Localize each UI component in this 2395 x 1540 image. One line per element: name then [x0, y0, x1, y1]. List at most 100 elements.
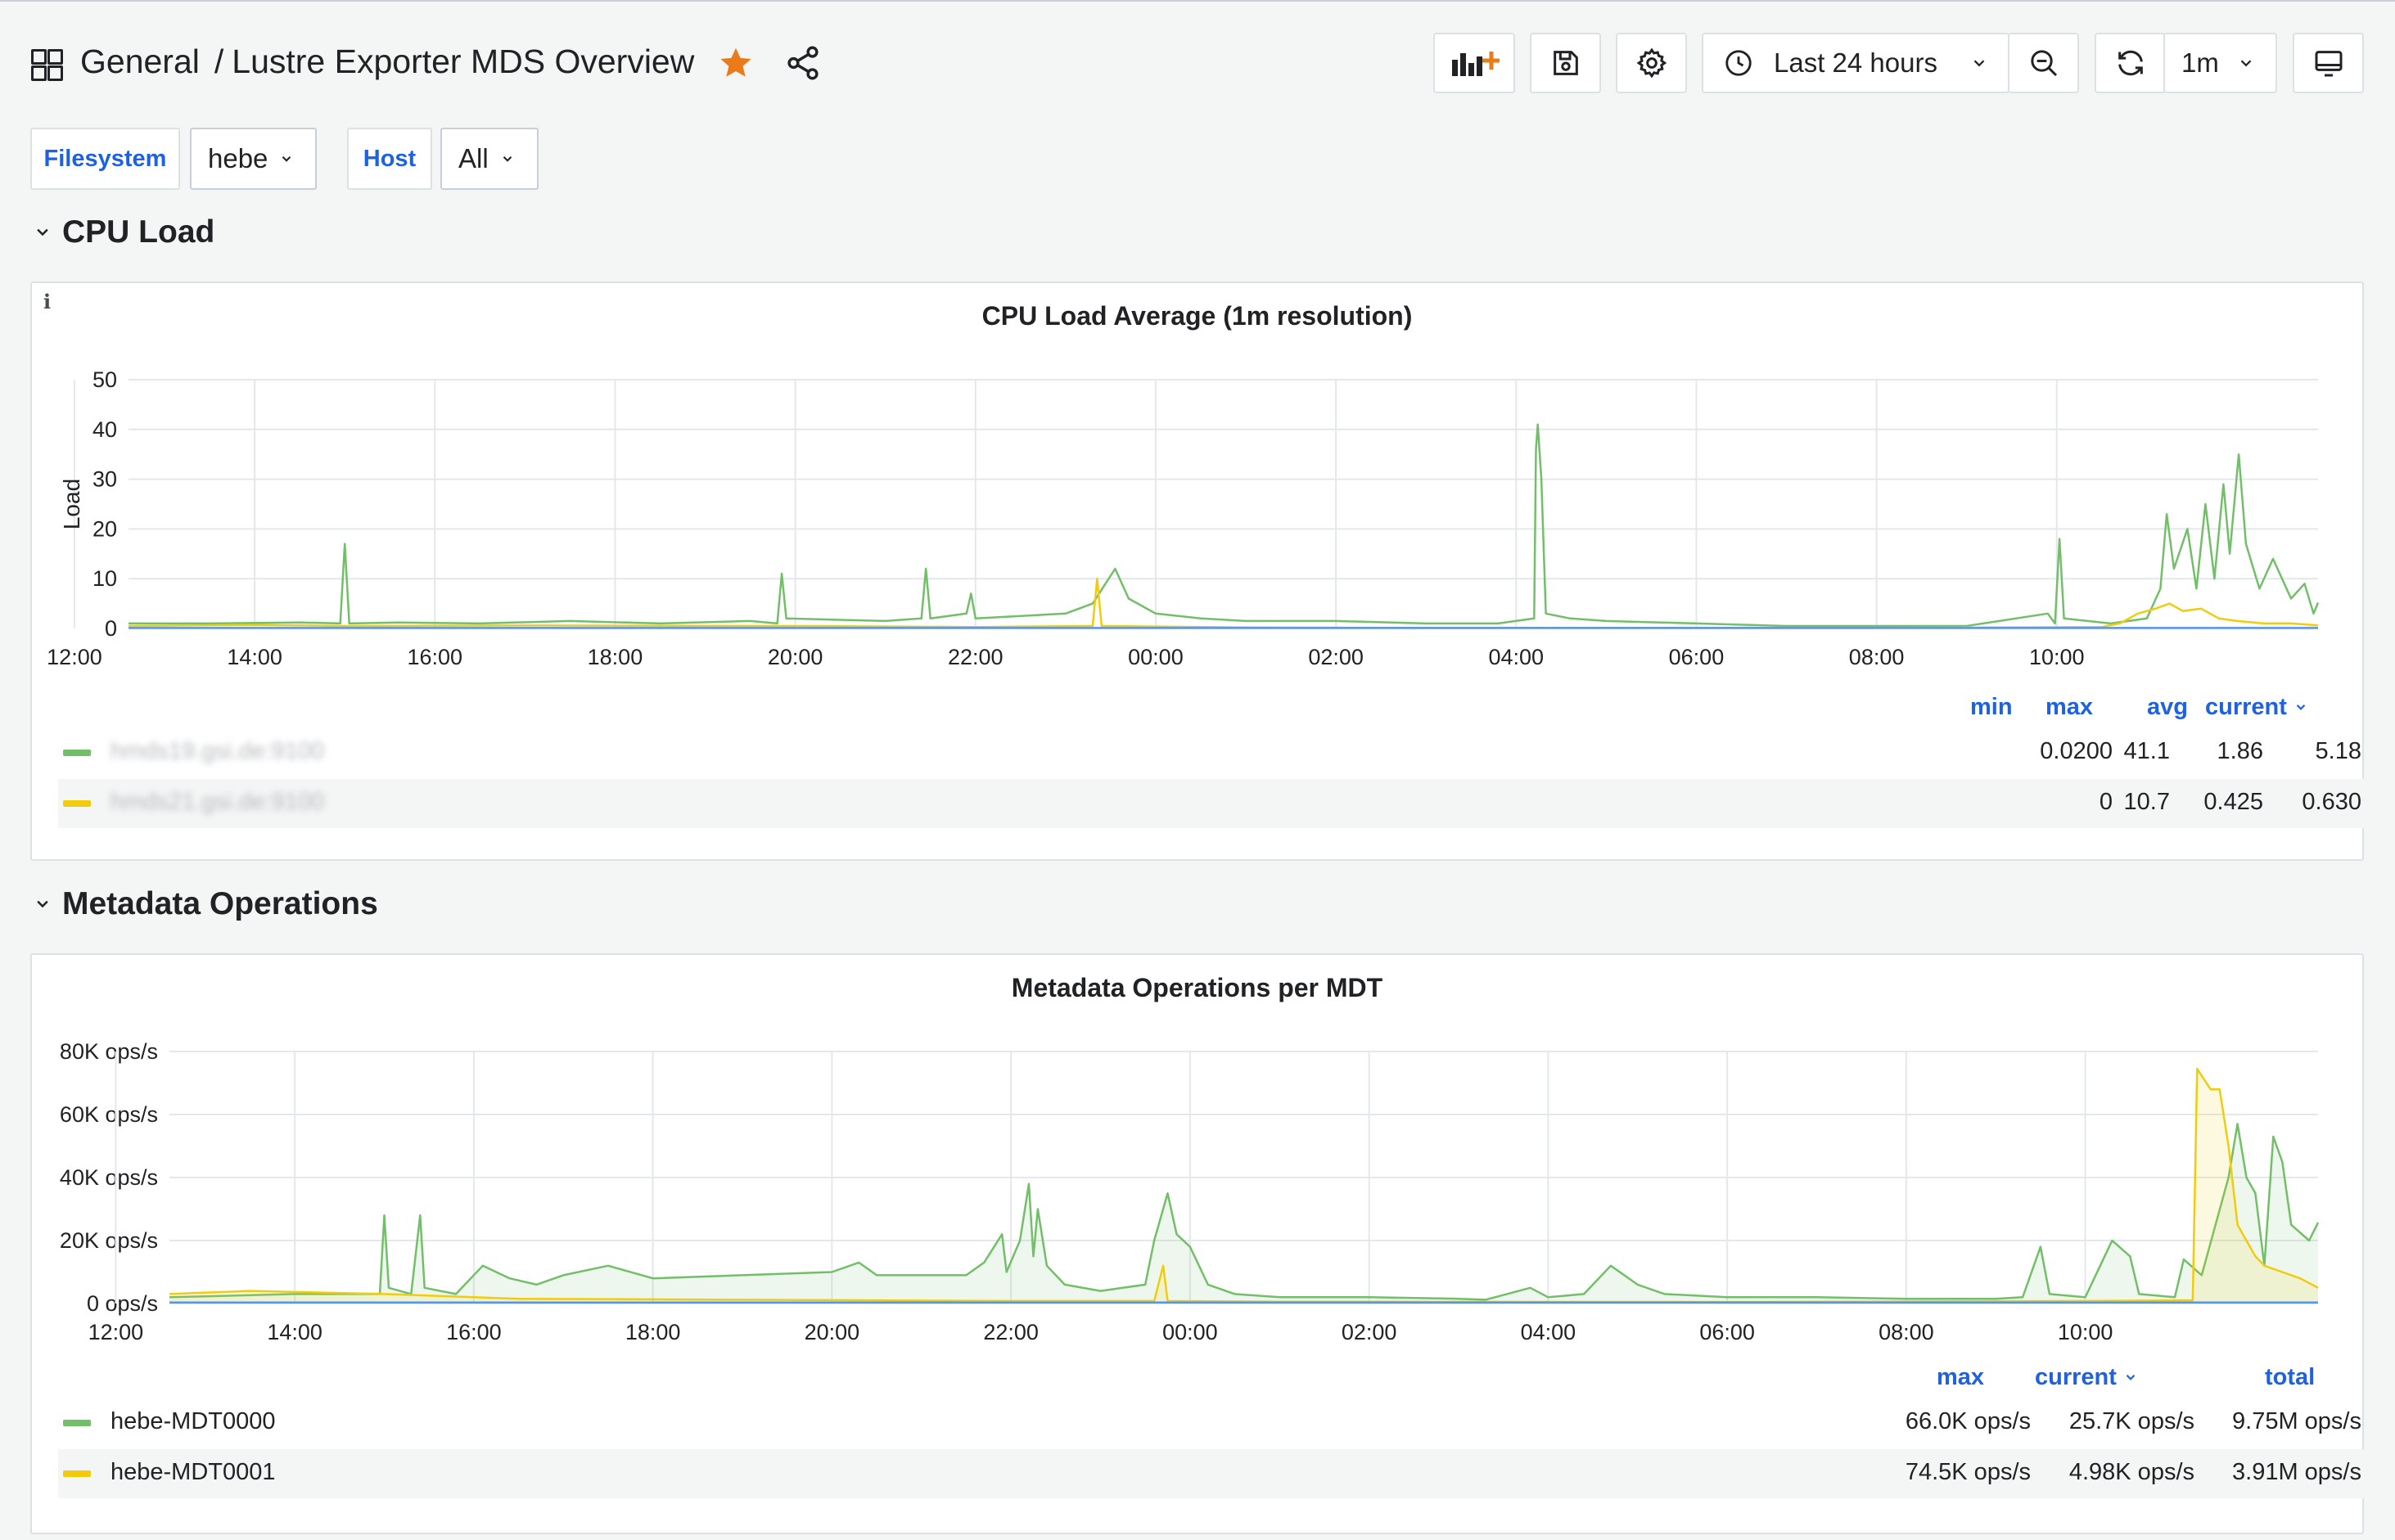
- refresh-button[interactable]: [2095, 33, 2166, 93]
- x-tick-label: 14:00: [267, 1320, 322, 1344]
- legend-series-name[interactable]: hebe-MDT0000: [111, 1408, 276, 1434]
- legend-overflow-hint: [114, 1515, 277, 1518]
- save-icon: [1553, 51, 1578, 75]
- y-tick-label: 0: [105, 616, 117, 641]
- y-tick-label: 40K ops/s: [60, 1165, 158, 1190]
- breadcrumb-folder[interactable]: General: [80, 43, 200, 80]
- cpu-load-chart[interactable]: 0 10 20 30 40 50 14:00 16:00 18:00 20:00 22:00 00:0…: [32, 283, 2362, 676]
- chevron-down-icon: [37, 900, 48, 908]
- row-header-cpu-load[interactable]: CPU Load: [34, 214, 214, 250]
- chevron-down-icon: [2240, 60, 2252, 67]
- star-icon[interactable]: [717, 44, 755, 82]
- legend-row[interactable]: hebe-MDT0000 66.0K ops/s 25.7K ops/s 9.7…: [58, 1398, 2366, 1448]
- series-line[interactable]: [169, 1123, 2320, 1301]
- series-area: [169, 1123, 2318, 1304]
- y-axis-label: Load: [59, 479, 84, 529]
- info-icon[interactable]: i: [43, 290, 52, 313]
- dashboard-title[interactable]: Lustre Exporter MDS Overview: [232, 43, 695, 80]
- legend-overflow-hint: [114, 843, 359, 846]
- legend-series-name[interactable]: hebe-MDT0001: [111, 1459, 276, 1485]
- x-tick-label: 18:00: [588, 645, 643, 669]
- legend-header-current[interactable]: current: [2205, 694, 2308, 721]
- x-tick-label: 04:00: [1521, 1320, 1576, 1344]
- save-button[interactable]: [1530, 33, 1601, 93]
- monitor-icon: [2315, 51, 2342, 77]
- refresh-interval-picker[interactable]: 1m: [2163, 33, 2277, 93]
- legend-total: 3.91M ops/s: [2232, 1459, 2361, 1485]
- add-panel-button[interactable]: [1433, 33, 1515, 93]
- variable-select-filesystem[interactable]: hebe: [190, 128, 317, 190]
- legend-header-avg[interactable]: avg: [2147, 694, 2188, 720]
- legend-header-max[interactable]: max: [2045, 694, 2094, 720]
- x-tick-label: 08:00: [1879, 1320, 1934, 1344]
- legend-current: 4.98K ops/s: [2068, 1459, 2194, 1485]
- legend-min: 0.0200: [2040, 738, 2113, 764]
- x-tick-label: 16:00: [407, 645, 462, 669]
- series-color-swatch[interactable]: [63, 1470, 91, 1477]
- series-line[interactable]: [169, 1067, 2319, 1304]
- x-tick-label: 20:00: [768, 645, 823, 669]
- legend-header-current-label: current: [2035, 1364, 2117, 1390]
- x-tick-label: 18:00: [625, 1320, 681, 1344]
- legend-min: 0: [2099, 789, 2113, 815]
- legend-total: 9.75M ops/s: [2232, 1408, 2361, 1434]
- y-tick-label: 0 ops/s: [87, 1291, 158, 1316]
- row-header-metadata-operations[interactable]: Metadata Operations: [34, 886, 378, 922]
- x-tick-label: 22:00: [948, 645, 1004, 669]
- time-range-picker[interactable]: Last 24 hours: [1702, 33, 2009, 93]
- breadcrumb-separator: /: [214, 43, 224, 80]
- add-panel-icon: [1452, 52, 1500, 76]
- series-color-swatch[interactable]: [63, 750, 91, 756]
- series-line[interactable]: [129, 423, 2320, 628]
- x-tick-label: 08:00: [1849, 645, 1905, 669]
- y-tick-label: 50: [92, 367, 117, 392]
- x-tick-label: 00:00: [1162, 1320, 1218, 1344]
- legend-series-name[interactable]: hmds21.gsi.de:9100: [111, 789, 325, 815]
- series-color-swatch[interactable]: [63, 800, 91, 807]
- legend-row[interactable]: hmds21.gsi.de:9100 0 10.7 0.425 0.630: [58, 779, 2366, 828]
- legend-header-current[interactable]: current: [2035, 1364, 2138, 1391]
- x-tick-label: 04:00: [1488, 645, 1544, 669]
- legend-header-min[interactable]: min: [1970, 694, 2013, 720]
- legend-series-name[interactable]: hmds19.gsi.de:9100: [111, 738, 325, 764]
- y-tick-label: 80K ops/s: [60, 1039, 158, 1064]
- x-tick-label: 16:00: [446, 1320, 502, 1344]
- legend-max: 10.7: [2123, 789, 2170, 815]
- x-tick-label: 12:00: [47, 645, 102, 669]
- share-icon[interactable]: [784, 44, 822, 82]
- zoom-out-button[interactable]: [2008, 33, 2079, 93]
- top-border: [0, 0, 2395, 2]
- breadcrumb: General / Lustre Exporter MDS Overview: [80, 43, 694, 81]
- metadata-operations-panel[interactable]: Metadata Operations per MDT 0 ops/s 20K o…: [30, 953, 2366, 1534]
- variable-label-filesystem: Filesystem: [30, 128, 180, 190]
- y-tick-label: 40: [92, 417, 117, 442]
- variable-select-host[interactable]: All: [440, 128, 539, 190]
- legend-current: 0.630: [2302, 789, 2361, 815]
- y-tick-label: 30: [92, 467, 117, 492]
- panel-title[interactable]: Metadata Operations per MDT: [1011, 973, 1383, 1002]
- cpu-load-panel[interactable]: i CPU Load Average (1m resolution) 0 10 20…: [30, 281, 2366, 861]
- row-title: Metadata Operations: [62, 886, 378, 921]
- panel-title[interactable]: CPU Load Average (1m resolution): [981, 301, 1413, 331]
- settings-button[interactable]: [1616, 33, 1687, 93]
- chevron-down-icon: [1973, 60, 1985, 67]
- legend-header-current-label: current: [2205, 694, 2287, 720]
- legend-header-max[interactable]: max: [1937, 1364, 1985, 1390]
- y-tick-label: 10: [92, 566, 117, 591]
- x-tick-label: 14:00: [227, 645, 282, 669]
- y-tick-label: 20K ops/s: [60, 1228, 158, 1253]
- metadata-operations-chart[interactable]: 0 ops/s 20K ops/s 40K ops/s 60K ops/s 80K op…: [32, 955, 2362, 1348]
- x-tick-label: 02:00: [1342, 1320, 1397, 1344]
- chevron-down-icon: [2126, 1374, 2136, 1380]
- grid-icon[interactable]: [31, 49, 63, 81]
- gear-icon: [1636, 47, 1667, 79]
- legend-row[interactable]: hmds19.gsi.de:9100 0.0200 41.1 1.86 5.18: [58, 728, 2366, 777]
- chevron-down-icon: [2296, 704, 2306, 710]
- series-color-swatch[interactable]: [63, 1420, 91, 1426]
- legend-row[interactable]: hebe-MDT0001 74.5K ops/s 4.98K ops/s 3.9…: [58, 1449, 2366, 1498]
- x-tick-label: 06:00: [1669, 645, 1725, 669]
- legend-header-total[interactable]: total: [2265, 1364, 2316, 1390]
- y-tick-label: 60K ops/s: [60, 1102, 158, 1127]
- x-tick-label: 22:00: [983, 1320, 1039, 1344]
- tv-mode-button[interactable]: [2293, 33, 2364, 93]
